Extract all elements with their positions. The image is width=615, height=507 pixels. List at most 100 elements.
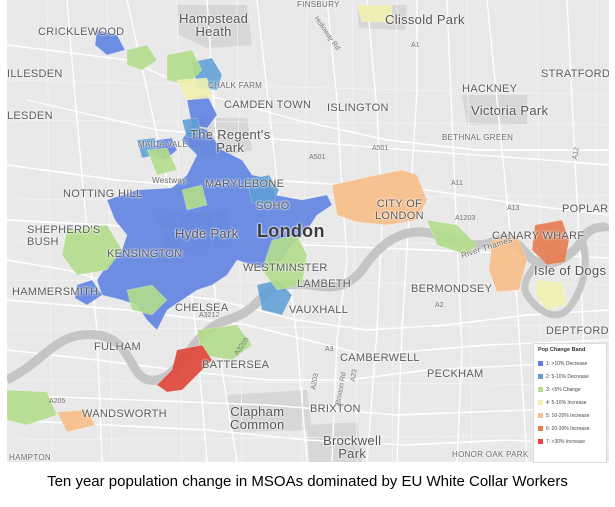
legend-item: 7: >30% Increase: [538, 435, 606, 448]
band6-canary-wharf-region: [531, 219, 570, 266]
band5-canary-east-region: [488, 234, 528, 293]
clapham-common-park: [227, 390, 312, 432]
road-label: A1203: [455, 215, 476, 222]
legend-label: 1: >10% Decrease: [546, 360, 588, 367]
hampstead-heath-park: [177, 5, 252, 48]
place-label: MAIDA VALE: [138, 140, 188, 149]
road-label: A13: [507, 205, 520, 212]
legend-title: Pop Change Band: [538, 347, 586, 353]
place-label: HAMPTON: [9, 453, 51, 462]
legend-label: 3: <5% Change: [546, 386, 581, 393]
band3-wandsworth-region: [7, 389, 58, 426]
map-canvas: [7, 0, 609, 462]
place-label: POPLAR: [562, 203, 609, 215]
place-label: Isle of Dogs: [534, 263, 607, 278]
place-label: LESDEN: [7, 110, 53, 122]
legend-rows: 1: >10% Decrease 2: 5-10% Decrease 3: <5% …: [534, 357, 606, 448]
band3-north-region: [166, 49, 203, 86]
band3-cricklewood-region: [126, 44, 158, 71]
place-label: PECKHAM: [427, 368, 484, 380]
place-label: BRIXTON: [310, 403, 361, 415]
place-label: FINSBURY: [297, 0, 340, 9]
place-label: Victoria Park: [471, 103, 549, 118]
place-label: ILLESDEN: [7, 68, 63, 80]
place-label: HONOR OAK PARK: [452, 450, 529, 459]
place-label: CRICKLEWOOD: [38, 26, 125, 38]
band1-hammersmith-region: [74, 279, 103, 306]
place-label: CANARY WHARF: [492, 230, 585, 242]
place-label: WANDSWORTH: [82, 408, 167, 420]
place-label: CHELSEA: [175, 302, 229, 314]
band2-soho-region: [246, 174, 280, 206]
place-label: The Regent's Park: [190, 127, 271, 155]
legend-item: 2: 5-10% Decrease: [538, 370, 606, 383]
victoria-park: [462, 95, 527, 125]
legend-swatch: [538, 361, 543, 366]
place-label: CHALK FARM: [208, 81, 263, 90]
place-label: HAMMERSMITH: [12, 286, 99, 298]
road-label: A3212: [199, 312, 220, 319]
place-label: HACKNEY: [462, 83, 518, 95]
band2-regents-region: [181, 117, 203, 139]
road-label: A11: [451, 180, 463, 187]
place-label: CAMDEN TOWN: [224, 99, 312, 111]
msoa-regions: [7, 4, 570, 433]
band5-city-of-london-region: [331, 169, 428, 226]
legend-swatch: [538, 387, 543, 392]
place-label: DEPTFORD: [546, 325, 609, 337]
place-label: Hampstead Heath: [179, 11, 249, 39]
place-label: WESTMINSTER: [243, 262, 328, 274]
band4-clissold-region: [356, 4, 393, 23]
place-label: SHEPHERD'S BUSH: [27, 224, 101, 248]
map[interactable]: CRICKLEWOOD Hampstead Heath Clissold Par…: [7, 0, 609, 462]
legend-item: 6: 20-30% Increase: [538, 422, 606, 435]
road-label: A2: [435, 302, 444, 309]
place-label: BETHNAL GREEN: [442, 133, 514, 142]
legend-label: 6: 20-30% Increase: [546, 425, 590, 432]
place-label: BERMONDSEY: [411, 283, 493, 295]
road-label: A501: [372, 145, 389, 152]
legend-item: 3: <5% Change: [538, 383, 606, 396]
place-label: BATTERSEA: [202, 359, 270, 371]
band3-westminster-region: [261, 234, 308, 291]
legend-item: 4: 5-10% Increase: [538, 396, 606, 409]
place-label: CAMBERWELL: [340, 352, 420, 364]
place-label: VAUXHALL: [289, 304, 349, 316]
place-label: SOHO: [256, 200, 290, 212]
legend-label: 4: 5-10% Increase: [546, 399, 587, 406]
band3-kensington-region: [126, 284, 168, 316]
legend-label: 2: 5-10% Decrease: [546, 373, 589, 380]
band3-hyde-region: [181, 184, 208, 211]
band1-cricklewood-region: [94, 29, 126, 56]
place-label: Clapham Common: [230, 404, 285, 432]
place-label: MARYLEBONE: [205, 178, 285, 190]
legend-label: 5: 10-20% Increase: [546, 412, 590, 419]
band5-wandsworth-region: [56, 409, 96, 433]
legend-swatch: [538, 413, 543, 418]
road-label: A501: [309, 154, 326, 161]
place-label: Clissold Park: [385, 12, 465, 27]
place-label: CITY OF LONDON: [375, 198, 424, 222]
legend-item: 5: 10-20% Increase: [538, 409, 606, 422]
place-label: Brockwell Park: [323, 433, 382, 461]
road-label: A1: [411, 42, 420, 49]
band4-isle-of-dogs-region: [534, 279, 568, 311]
legend-swatch: [538, 374, 543, 379]
place-label: KENSINGTON: [107, 248, 183, 260]
legend-swatch: [538, 426, 543, 431]
place-label: Hyde Park: [175, 226, 239, 241]
legend-item: 1: >10% Decrease: [538, 357, 606, 370]
band3-wapping-region: [426, 219, 478, 256]
place-label: Westway: [152, 176, 187, 185]
place-label: LAMBETH: [297, 278, 352, 290]
legend-label: 7: >30% Increase: [546, 438, 586, 445]
figure-caption: Ten year population change in MSOAs domi…: [47, 473, 568, 490]
road-label: A3: [325, 346, 334, 353]
river-thames-loop: [521, 238, 589, 319]
band7-battersea-region: [156, 344, 213, 393]
map-legend: Pop Change Band 1: >10% Decrease 2: 5-10%…: [533, 343, 607, 463]
legend-swatch: [538, 400, 543, 405]
road-label: A205: [49, 398, 66, 405]
legend-swatch: [538, 439, 543, 444]
band3-maida-region: [146, 147, 178, 176]
